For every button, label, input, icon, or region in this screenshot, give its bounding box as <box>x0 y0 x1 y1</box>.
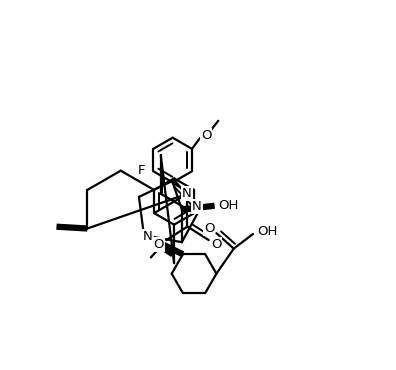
Text: OH: OH <box>257 225 277 238</box>
Text: OH: OH <box>218 199 239 212</box>
Text: N: N <box>143 231 152 243</box>
Text: O: O <box>211 238 221 251</box>
Text: N: N <box>192 200 202 213</box>
Text: N: N <box>182 187 192 200</box>
Text: O: O <box>154 238 164 251</box>
Text: F: F <box>138 164 145 177</box>
Text: O: O <box>201 129 211 142</box>
Text: O: O <box>204 222 214 235</box>
